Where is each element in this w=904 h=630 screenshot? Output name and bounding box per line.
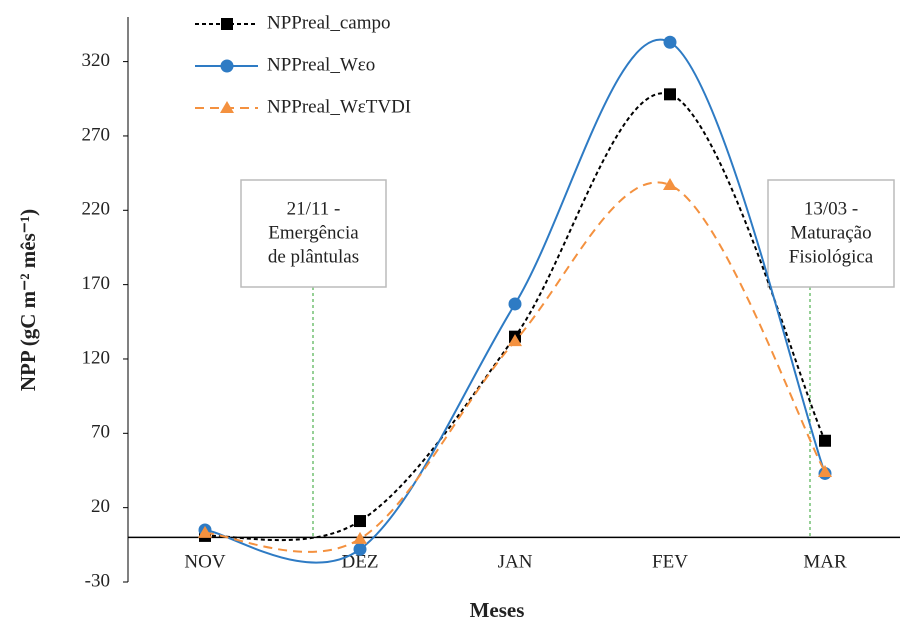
marker <box>198 525 212 538</box>
y-axis-title: NPP (gC m⁻² mês⁻¹) <box>16 209 40 391</box>
marker <box>508 297 522 311</box>
y-tick-label: -30 <box>85 570 110 591</box>
x-tick-label: DEZ <box>342 551 379 572</box>
marker <box>354 515 366 528</box>
annotation-text: 21/11 - <box>287 198 341 219</box>
annotation-text: 13/03 - <box>804 198 858 219</box>
y-tick-label: 70 <box>91 422 110 443</box>
x-tick-label: MAR <box>803 551 847 572</box>
x-tick-label: FEV <box>652 551 688 572</box>
marker <box>221 18 233 30</box>
marker <box>663 178 677 191</box>
y-tick-label: 220 <box>82 199 111 220</box>
annotation-box <box>240 179 387 288</box>
legend-label: NPPreal_Wεo <box>267 54 375 75</box>
marker <box>819 434 831 447</box>
marker <box>220 59 234 73</box>
series-line <box>204 92 826 542</box>
marker <box>663 35 677 49</box>
annotation-text: Fisiológica <box>789 246 874 267</box>
marker <box>508 334 522 347</box>
series-line <box>204 181 826 553</box>
y-tick-label: 20 <box>91 496 110 517</box>
x-tick-label: NOV <box>184 551 225 572</box>
marker <box>664 88 676 101</box>
marker <box>353 531 367 544</box>
x-tick-label: JAN <box>498 551 533 572</box>
y-tick-label: 120 <box>82 347 111 368</box>
legend-label: NPPreal_WεTVDI <box>267 96 411 117</box>
y-tick-label: 270 <box>82 124 111 145</box>
y-tick-label: 320 <box>82 50 111 71</box>
annotation-box <box>767 179 895 288</box>
annotation-text: de plântulas <box>268 246 359 267</box>
annotation-text: Maturação <box>790 222 871 243</box>
marker <box>353 542 367 556</box>
x-axis-title: Meses <box>470 598 525 622</box>
legend-label: NPPreal_campo <box>267 12 390 33</box>
annotation-text: Emergência <box>268 222 359 243</box>
marker <box>220 101 234 113</box>
marker <box>818 464 832 477</box>
y-tick-label: 170 <box>82 273 111 294</box>
series-line <box>204 38 826 564</box>
